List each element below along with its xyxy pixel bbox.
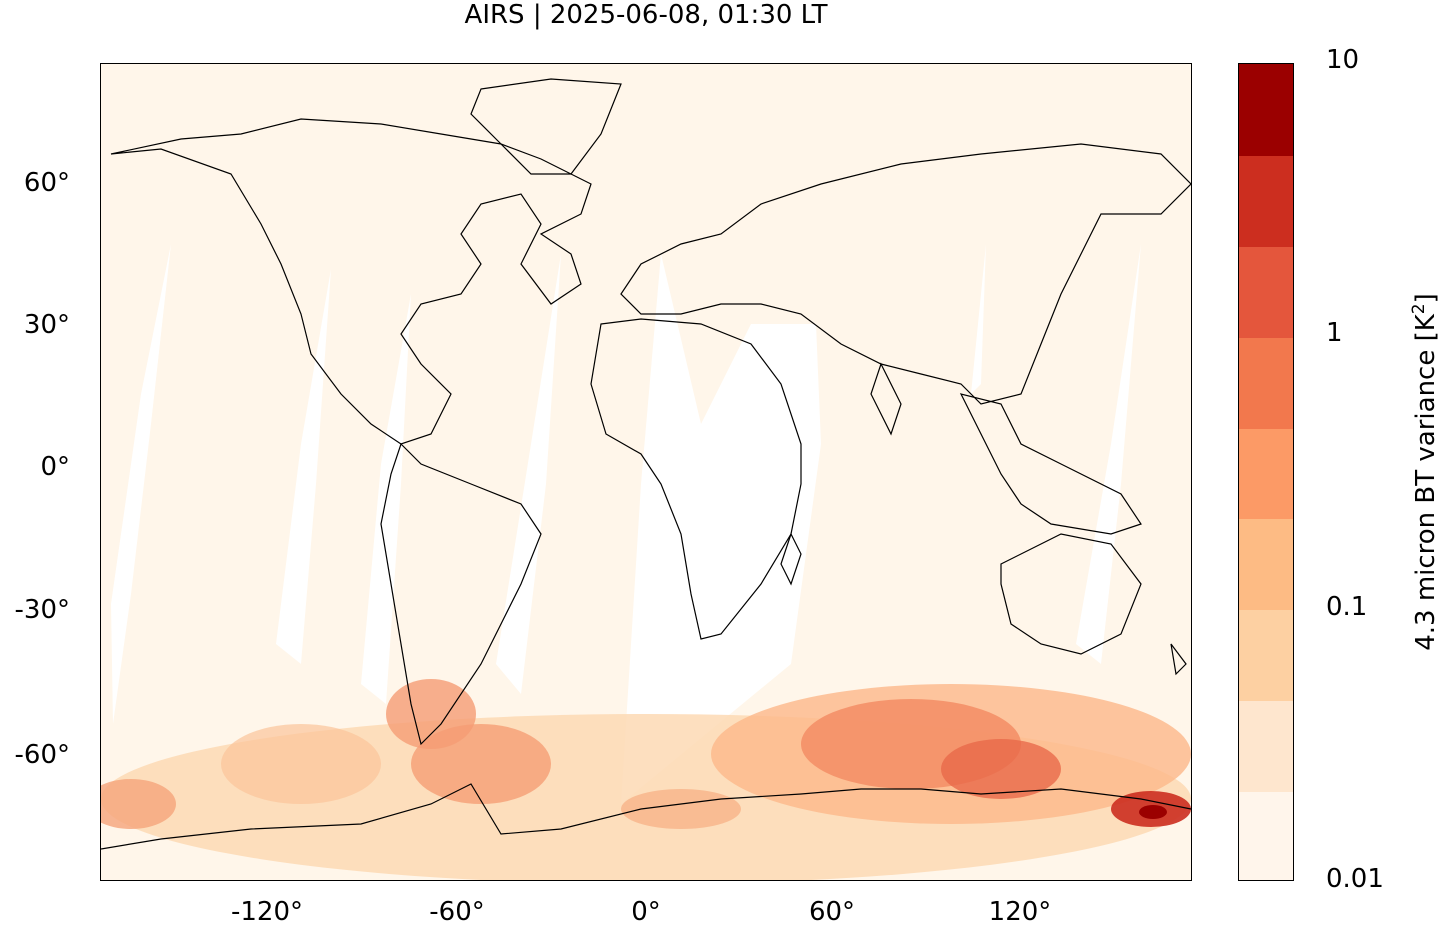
x-tick-120: 120° (988, 897, 1052, 927)
y-tick-30: 30° (23, 310, 70, 340)
colorbar-segment (1239, 245, 1293, 338)
map-svg (101, 78, 1191, 880)
variance-field (101, 679, 1191, 880)
colorbar-tick-1: 1 (1326, 318, 1343, 348)
colorbar-segment (1239, 518, 1293, 611)
colorbar (1238, 63, 1294, 881)
colorbar-tick-0.1: 0.1 (1326, 592, 1368, 622)
coastlines (101, 78, 1191, 850)
colorbar-segment (1239, 609, 1293, 702)
x-tick-neg120: -120° (230, 897, 303, 927)
map-plot-area (100, 63, 1192, 881)
colorbar-segment (1239, 336, 1293, 429)
x-tick-neg60: -60° (429, 897, 485, 927)
chart-title: AIRS | 2025-06-08, 01:30 LT (464, 0, 828, 30)
colorbar-tick-10: 10 (1326, 45, 1360, 75)
colorbar-segment (1239, 64, 1293, 156)
colorbar-segment (1239, 700, 1293, 793)
y-tick-0: 0° (40, 452, 70, 482)
colorbar-segment (1239, 427, 1293, 520)
colorbar-segment (1239, 791, 1293, 880)
y-tick-60: 60° (23, 168, 70, 198)
y-tick-neg60: -60° (14, 740, 70, 770)
colorbar-label: 4.3 micron BT variance [K2] (1409, 293, 1441, 651)
x-tick-0: 0° (631, 897, 661, 927)
colorbar-tick-0.01: 0.01 (1326, 864, 1384, 894)
y-tick-neg30: -30° (14, 595, 70, 625)
colorbar-segment (1239, 154, 1293, 247)
x-tick-60: 60° (808, 897, 856, 927)
